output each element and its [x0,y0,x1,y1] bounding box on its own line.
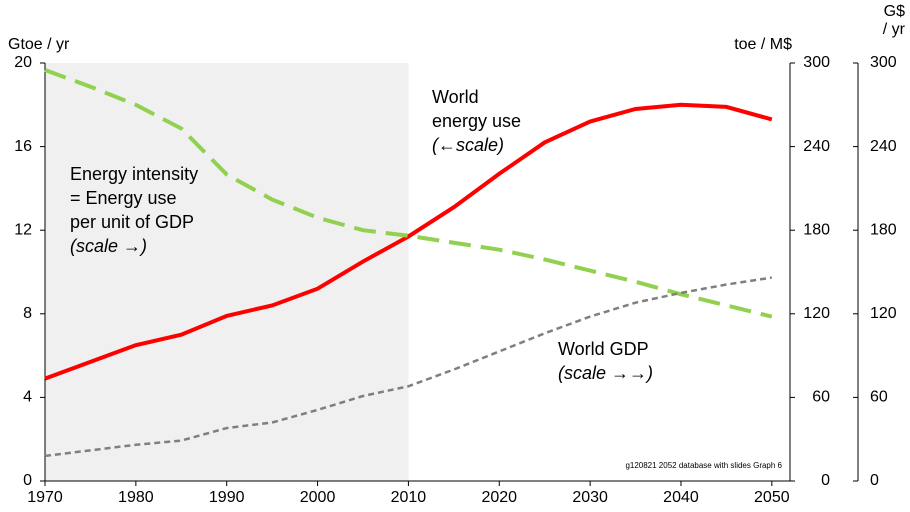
series-line [44,276,773,458]
y3-tick-label: 0 [870,472,879,489]
y-tick-label: 4 [23,389,32,406]
annotation: energy use [432,111,521,131]
y3-tick-label: 180 [870,221,897,238]
y3-tick-label: 300 [870,54,897,71]
x-tick-label: 1980 [118,489,154,506]
y2-tick-label: 120 [803,305,830,322]
source-note: g120821 2052 database with slides Graph … [625,461,782,470]
y-tick-label: 12 [14,221,32,238]
y3-tick-label: 240 [870,138,897,155]
annotation: World GDP [558,339,649,359]
y2-axis-label: toe / M$ [734,36,792,53]
y3-tick-label: 60 [870,389,888,406]
y2-tick-label: 60 [812,389,830,406]
y3-tick-label: 120 [870,305,897,322]
x-tick-label: 2010 [391,489,427,506]
y3-axis-label: / yr [883,21,906,38]
annotation: = Energy use [70,188,177,208]
y2-tick-label: 240 [803,138,830,155]
annotation-scale-note: (scale →→) [558,363,653,383]
y2-tick-label: 180 [803,221,830,238]
annotation: Energy intensity [70,164,198,184]
series-line [44,68,773,319]
annotation: World [432,87,479,107]
x-tick-label: 1970 [27,489,63,506]
x-tick-label: 2020 [481,489,517,506]
annotation-scale-note: (scale →) [70,236,147,256]
shaded-period [45,63,409,481]
annotation-scale-note: (←scale) [432,135,504,155]
y2-tick-label: 0 [821,472,830,489]
x-tick-label: 2040 [663,489,699,506]
y-axis-label: Gtoe / yr [8,36,70,53]
x-tick-label: 2000 [300,489,336,506]
y-tick-label: 8 [23,305,32,322]
x-tick-label: 2050 [754,489,790,506]
y-tick-label: 16 [14,138,32,155]
annotation: per unit of GDP [70,212,194,232]
y3-axis-label: G$ [884,3,905,20]
y-tick-label: 20 [14,54,32,71]
x-tick-label: 1990 [209,489,245,506]
series-line [44,102,773,381]
y2-tick-label: 300 [803,54,830,71]
y-tick-label: 0 [23,472,32,489]
x-tick-label: 2030 [572,489,608,506]
